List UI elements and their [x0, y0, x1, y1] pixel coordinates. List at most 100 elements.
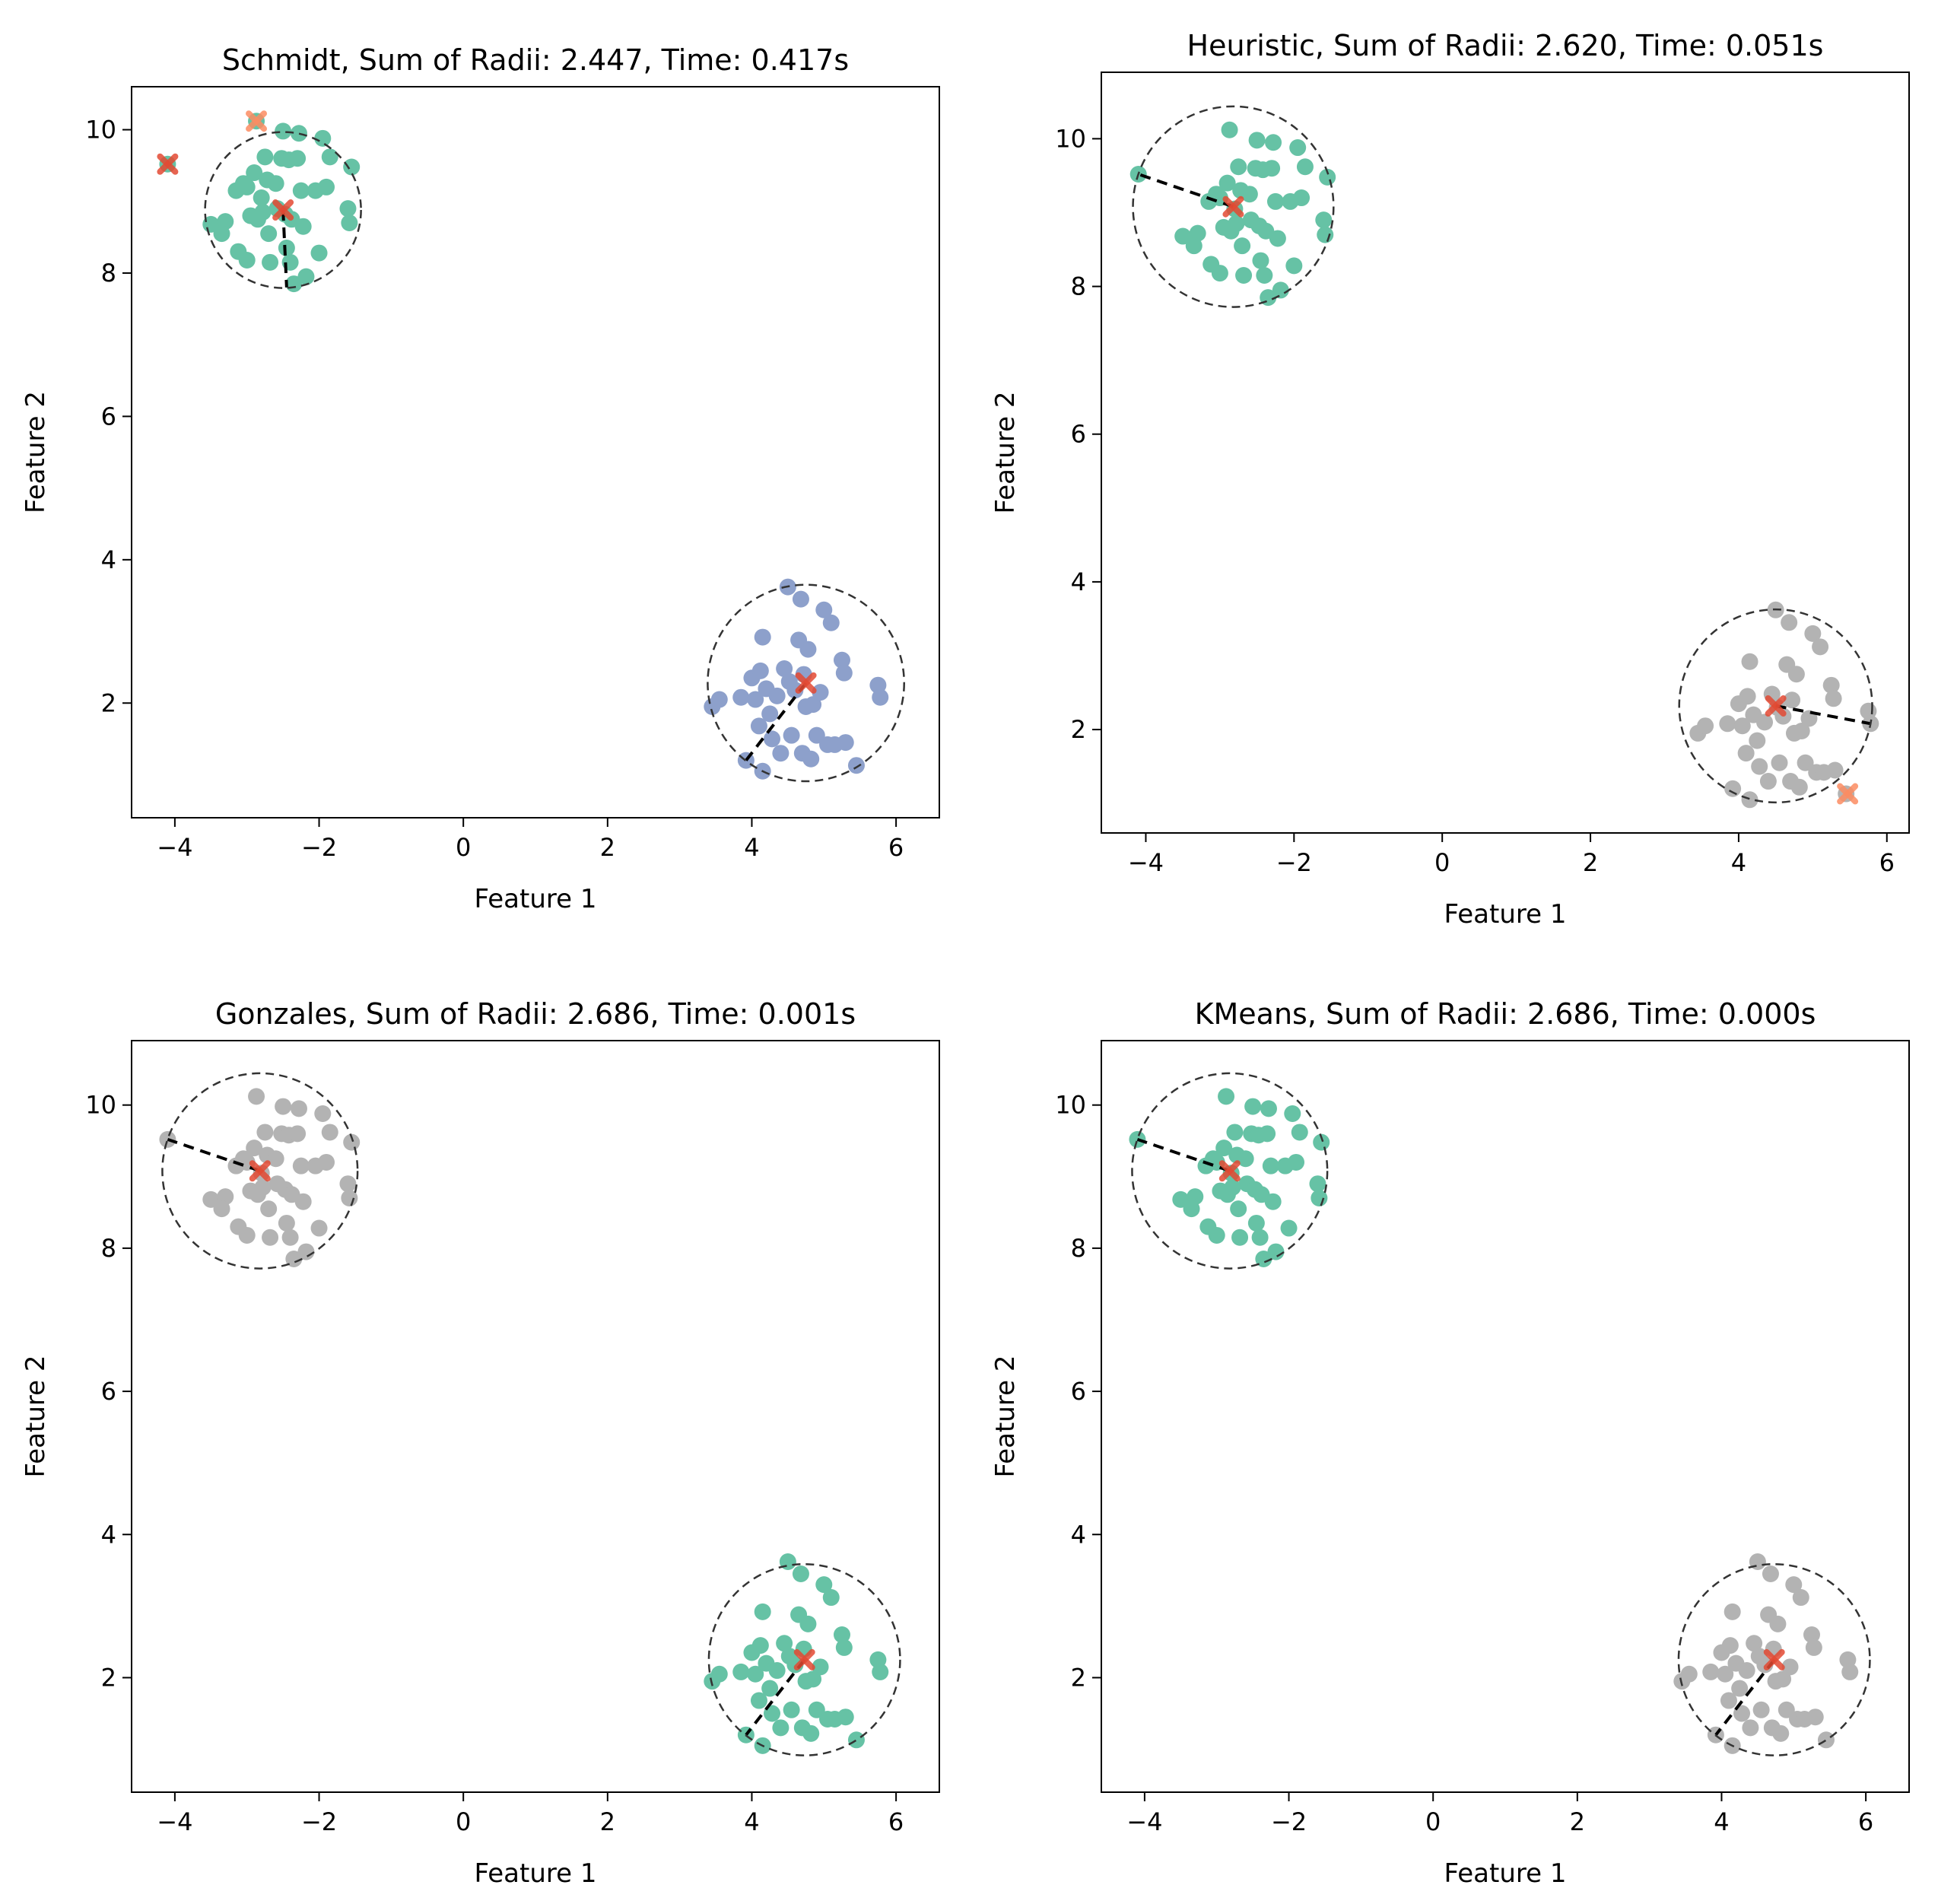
data-point[interactable] — [290, 1100, 307, 1117]
data-point[interactable] — [1265, 134, 1282, 151]
data-point[interactable] — [1264, 1193, 1282, 1210]
data-point[interactable] — [1803, 1626, 1820, 1643]
data-point[interactable] — [1739, 688, 1756, 705]
data-point[interactable] — [292, 1157, 310, 1175]
data-point[interactable] — [262, 253, 279, 271]
data-point[interactable] — [833, 651, 850, 669]
data-point[interactable] — [289, 1125, 307, 1143]
data-point[interactable] — [805, 696, 822, 714]
data-point[interactable] — [297, 268, 315, 285]
data-point[interactable] — [341, 1190, 358, 1207]
data-point[interactable] — [751, 662, 769, 679]
data-point[interactable] — [802, 750, 820, 768]
data-point[interactable] — [1208, 1226, 1225, 1244]
data-point[interactable] — [1266, 192, 1284, 210]
data-point[interactable] — [1224, 1178, 1241, 1196]
data-point[interactable] — [822, 614, 840, 631]
data-point[interactable] — [772, 745, 789, 762]
data-point[interactable] — [1731, 1680, 1749, 1697]
data-point[interactable] — [1313, 1133, 1330, 1151]
data-point[interactable] — [1771, 754, 1788, 771]
data-point[interactable] — [837, 734, 854, 752]
data-point[interactable] — [1741, 791, 1758, 809]
data-point[interactable] — [799, 1615, 817, 1632]
data-point[interactable] — [1781, 1658, 1799, 1676]
data-point[interactable] — [1251, 1229, 1269, 1246]
data-point[interactable] — [833, 1626, 850, 1643]
data-point[interactable] — [254, 203, 272, 221]
data-point[interactable] — [1817, 1731, 1835, 1749]
data-point[interactable] — [1812, 638, 1829, 656]
data-point[interactable] — [1787, 666, 1805, 683]
data-point[interactable] — [1717, 1665, 1734, 1683]
data-point[interactable] — [1792, 1589, 1809, 1607]
data-point[interactable] — [1785, 1576, 1803, 1594]
data-point[interactable] — [1805, 1639, 1822, 1656]
data-point[interactable] — [213, 225, 230, 243]
data-point[interactable] — [310, 244, 328, 262]
data-point[interactable] — [1234, 237, 1251, 255]
data-point[interactable] — [837, 1709, 854, 1726]
data-point[interactable] — [256, 148, 274, 166]
data-point[interactable] — [1719, 715, 1736, 733]
data-point[interactable] — [314, 129, 332, 147]
data-point[interactable] — [248, 1088, 265, 1105]
data-point[interactable] — [835, 664, 853, 682]
data-point[interactable] — [1841, 1663, 1859, 1680]
data-point[interactable] — [1289, 139, 1307, 157]
data-point[interactable] — [1263, 160, 1281, 177]
data-point[interactable] — [761, 705, 779, 723]
data-point[interactable] — [1804, 625, 1822, 642]
data-point[interactable] — [1311, 1190, 1328, 1207]
data-point[interactable] — [1215, 1140, 1233, 1157]
data-point[interactable] — [1737, 745, 1755, 762]
data-point[interactable] — [254, 1178, 272, 1196]
data-point[interactable] — [815, 1576, 833, 1594]
data-point[interactable] — [314, 1105, 332, 1122]
data-point[interactable] — [1218, 174, 1236, 192]
data-point[interactable] — [339, 200, 357, 218]
data-point[interactable] — [297, 1243, 315, 1260]
data-point[interactable] — [260, 1200, 278, 1218]
data-point[interactable] — [1772, 1724, 1790, 1742]
data-point[interactable] — [754, 1603, 771, 1620]
data-point[interactable] — [1260, 1100, 1277, 1117]
data-point[interactable] — [1218, 1088, 1235, 1105]
data-point[interactable] — [1797, 754, 1814, 771]
data-point[interactable] — [732, 1663, 750, 1680]
data-point[interactable] — [1756, 714, 1774, 731]
data-point[interactable] — [1315, 211, 1333, 229]
data-point[interactable] — [1680, 1665, 1698, 1683]
data-point[interactable] — [262, 1229, 279, 1246]
data-point[interactable] — [343, 1133, 361, 1151]
data-point[interactable] — [1774, 1670, 1792, 1688]
data-point[interactable] — [1221, 121, 1238, 138]
data-point[interactable] — [815, 601, 833, 618]
data-point[interactable] — [1769, 1615, 1787, 1632]
data-point[interactable] — [321, 1124, 338, 1141]
data-point[interactable] — [253, 189, 270, 207]
data-point[interactable] — [710, 691, 728, 708]
data-point[interactable] — [1825, 690, 1842, 707]
data-point[interactable] — [1256, 266, 1273, 284]
data-point[interactable] — [267, 175, 284, 192]
data-point[interactable] — [1185, 237, 1203, 255]
data-point[interactable] — [808, 1701, 825, 1718]
data-point[interactable] — [1293, 189, 1311, 207]
data-point[interactable] — [761, 1680, 779, 1697]
data-point[interactable] — [1237, 1150, 1254, 1168]
data-point[interactable] — [812, 684, 829, 701]
data-point[interactable] — [1733, 717, 1751, 735]
data-point[interactable] — [278, 1214, 295, 1232]
data-point[interactable] — [1759, 773, 1777, 790]
data-point[interactable] — [1235, 266, 1253, 284]
data-point[interactable] — [1806, 1709, 1824, 1726]
data-point[interactable] — [294, 218, 312, 235]
data-point[interactable] — [1247, 1214, 1265, 1232]
data-point[interactable] — [1189, 224, 1206, 242]
data-point[interactable] — [1267, 1243, 1285, 1260]
data-point[interactable] — [1742, 1719, 1759, 1737]
data-point[interactable] — [1778, 1701, 1795, 1718]
data-point[interactable] — [1284, 1105, 1301, 1122]
data-point[interactable] — [747, 1665, 764, 1683]
